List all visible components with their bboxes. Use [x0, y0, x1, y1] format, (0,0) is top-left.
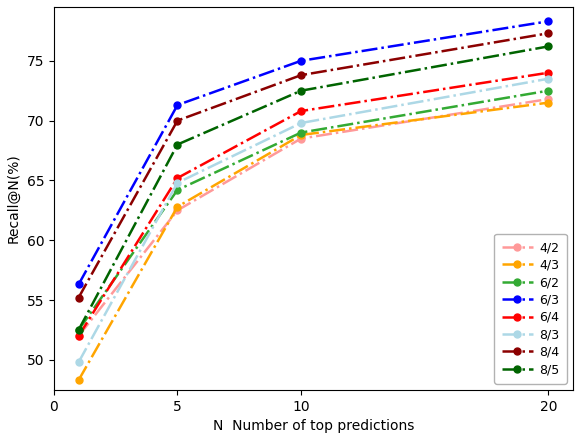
4/3 — [298, 132, 304, 138]
4/2 — [545, 96, 552, 102]
6/2 — [174, 187, 181, 193]
Line: 6/3: 6/3 — [75, 18, 552, 288]
6/2 — [75, 327, 82, 333]
X-axis label: N  Number of top predictions: N Number of top predictions — [213, 419, 414, 433]
Line: 8/3: 8/3 — [75, 75, 552, 366]
8/4 — [545, 31, 552, 36]
6/4 — [75, 334, 82, 339]
8/3 — [174, 180, 181, 185]
8/4 — [174, 118, 181, 123]
6/3 — [75, 282, 82, 287]
8/5 — [75, 327, 82, 333]
4/2 — [174, 208, 181, 213]
Line: 6/4: 6/4 — [75, 69, 552, 339]
8/4 — [75, 295, 82, 300]
Line: 4/3: 4/3 — [75, 99, 552, 384]
6/4 — [174, 176, 181, 181]
8/5 — [545, 44, 552, 49]
6/2 — [545, 88, 552, 93]
4/3 — [174, 204, 181, 209]
8/3 — [298, 121, 304, 126]
6/3 — [174, 103, 181, 108]
Legend: 4/2, 4/3, 6/2, 6/3, 6/4, 8/3, 8/4, 8/5: 4/2, 4/3, 6/2, 6/3, 6/4, 8/3, 8/4, 8/5 — [494, 234, 567, 384]
Line: 6/2: 6/2 — [75, 87, 552, 334]
8/4 — [298, 73, 304, 78]
4/2 — [75, 334, 82, 339]
6/3 — [298, 58, 304, 63]
8/3 — [545, 76, 552, 81]
Line: 4/2: 4/2 — [75, 95, 552, 339]
4/2 — [298, 136, 304, 141]
8/5 — [174, 142, 181, 147]
8/5 — [298, 88, 304, 93]
6/3 — [545, 18, 552, 24]
4/3 — [75, 378, 82, 383]
8/3 — [75, 359, 82, 365]
Line: 8/5: 8/5 — [75, 43, 552, 334]
6/2 — [298, 130, 304, 135]
Y-axis label: Recall@N(%): Recall@N(%) — [7, 154, 21, 243]
4/3 — [545, 100, 552, 105]
Line: 8/4: 8/4 — [75, 30, 552, 301]
6/4 — [545, 70, 552, 75]
6/4 — [298, 108, 304, 114]
